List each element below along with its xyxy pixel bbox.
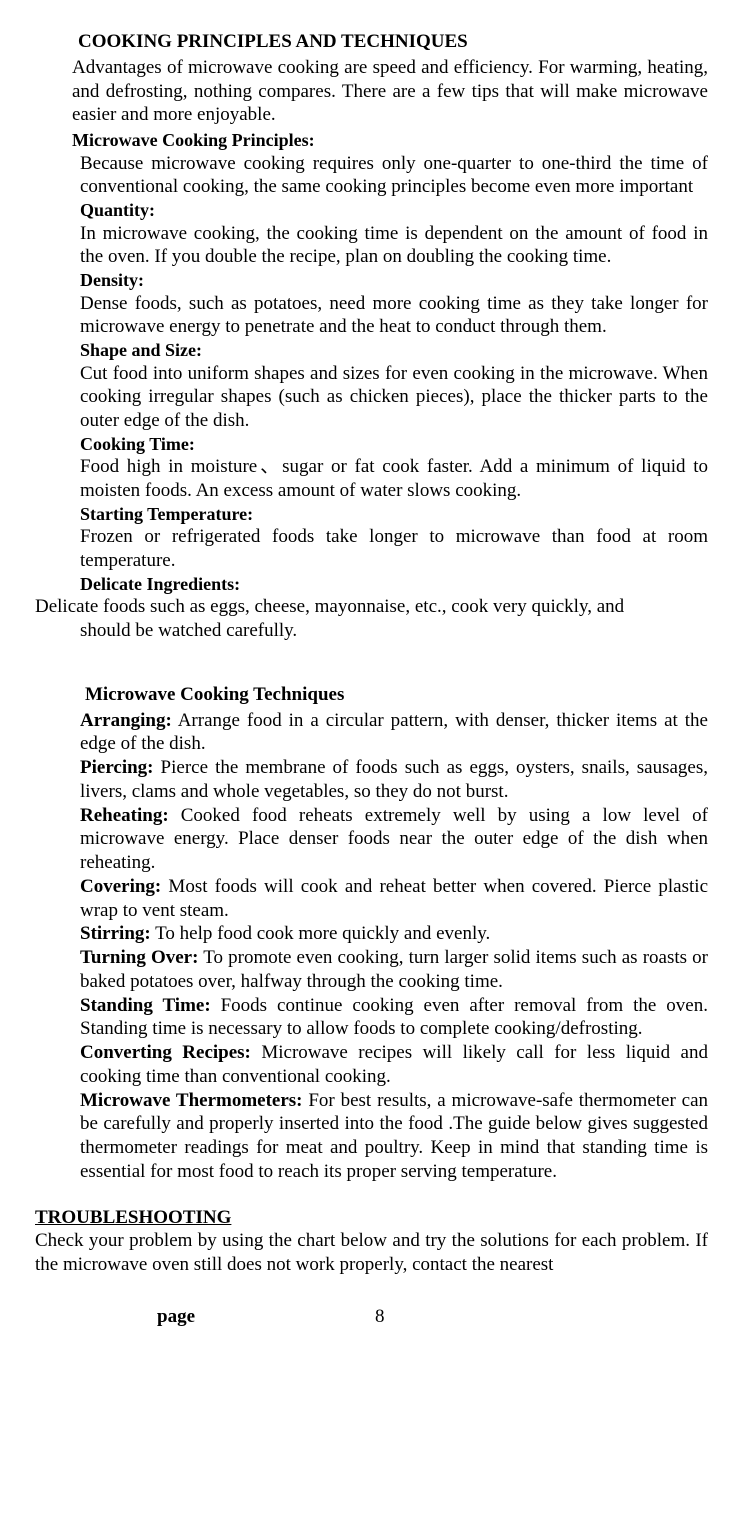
technique-label: Covering: bbox=[80, 876, 161, 897]
techniques-header: Microwave Cooking Techniques bbox=[85, 683, 708, 707]
technique-label: Standing Time: bbox=[80, 995, 211, 1016]
principle-label-starttemp: Starting Temperature: bbox=[80, 503, 708, 526]
technique-label: Microwave Thermometers: bbox=[80, 1090, 303, 1111]
technique-label: Turning Over: bbox=[80, 947, 198, 968]
technique-piercing: Piercing: Pierce the membrane of foods s… bbox=[80, 756, 708, 804]
principle-text-cooktime: Food high in moisture、sugar or fat cook … bbox=[80, 455, 708, 503]
footer-page-label: page bbox=[157, 1305, 195, 1329]
principle-label-cooktime: Cooking Time: bbox=[80, 433, 708, 456]
technique-standing: Standing Time: Foods continue cooking ev… bbox=[80, 994, 708, 1042]
technique-label: Arranging: bbox=[80, 710, 172, 731]
technique-text: Arrange food in a circular pattern, with… bbox=[80, 710, 708, 755]
delicate-line1: Delicate foods such as eggs, cheese, may… bbox=[35, 596, 624, 617]
principle-text-shape: Cut food into uniform shapes and sizes f… bbox=[80, 362, 708, 433]
technique-label: Piercing: bbox=[80, 757, 154, 778]
principle-text-density: Dense foods, such as potatoes, need more… bbox=[80, 292, 708, 340]
technique-thermometers: Microwave Thermometers: For best results… bbox=[80, 1089, 708, 1184]
principles-header: Microwave Cooking Principles: bbox=[72, 129, 708, 152]
principle-text-starttemp: Frozen or refrigerated foods take longer… bbox=[80, 525, 708, 573]
technique-text: Cooked food reheats extremely well by us… bbox=[80, 805, 708, 874]
principle-label-density: Density: bbox=[80, 269, 708, 292]
principle-text-quantity: In microwave cooking, the cooking time i… bbox=[80, 222, 708, 270]
troubleshooting-text: Check your problem by using the chart be… bbox=[35, 1229, 708, 1277]
technique-turning: Turning Over: To promote even cooking, t… bbox=[80, 946, 708, 994]
technique-covering: Covering: Most foods will cook and rehea… bbox=[80, 875, 708, 923]
technique-label: Reheating: bbox=[80, 805, 169, 826]
page-footer: page 8 bbox=[30, 1305, 708, 1329]
troubleshooting-header: TROUBLESHOOTING bbox=[35, 1206, 708, 1230]
intro-paragraph: Advantages of microwave cooking are spee… bbox=[72, 56, 708, 127]
technique-stirring: Stirring: To help food cook more quickly… bbox=[80, 922, 708, 946]
principle-label-shape: Shape and Size: bbox=[80, 339, 708, 362]
principle-text-delicate: Delicate foods such as eggs, cheese, may… bbox=[35, 595, 708, 643]
technique-text: To help food cook more quickly and evenl… bbox=[151, 923, 491, 944]
technique-label: Stirring: bbox=[80, 923, 151, 944]
technique-text: Pierce the membrane of foods such as egg… bbox=[80, 757, 708, 802]
page-title: COOKING PRINCIPLES AND TECHNIQUES bbox=[78, 30, 708, 54]
footer-page-number: 8 bbox=[375, 1305, 385, 1329]
principles-text: Because microwave cooking requires only … bbox=[80, 152, 708, 200]
technique-text: Most foods will cook and reheat better w… bbox=[80, 876, 708, 921]
technique-reheating: Reheating: Cooked food reheats extremely… bbox=[80, 804, 708, 875]
delicate-line2: should be watched carefully. bbox=[80, 619, 708, 643]
technique-label: Converting Recipes: bbox=[80, 1042, 251, 1063]
technique-arranging: Arranging: Arrange food in a circular pa… bbox=[80, 709, 708, 757]
principle-label-delicate: Delicate Ingredients: bbox=[80, 573, 708, 596]
technique-converting: Converting Recipes: Microwave recipes wi… bbox=[80, 1041, 708, 1089]
principle-label-quantity: Quantity: bbox=[80, 199, 708, 222]
